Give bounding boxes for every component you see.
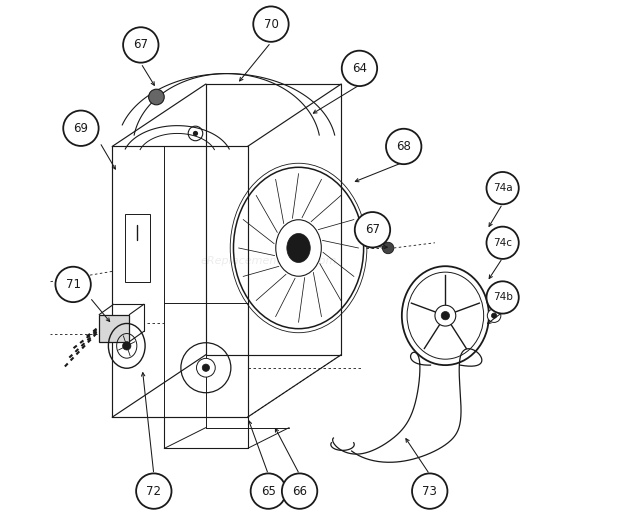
Text: 70: 70 [264,18,278,31]
Circle shape [487,309,501,323]
Circle shape [202,364,210,371]
FancyBboxPatch shape [99,315,130,342]
Circle shape [487,172,519,204]
Circle shape [193,131,198,136]
Circle shape [435,305,456,326]
Circle shape [383,242,394,254]
Text: 67: 67 [133,39,148,52]
Circle shape [441,312,450,320]
Text: 69: 69 [73,122,89,135]
Text: 65: 65 [261,484,276,497]
Circle shape [487,227,519,259]
Circle shape [342,51,377,86]
Text: 74b: 74b [493,292,513,302]
Circle shape [253,6,289,42]
Circle shape [55,267,91,302]
Text: 74a: 74a [493,183,513,193]
Text: 67: 67 [365,223,380,236]
Ellipse shape [276,220,321,276]
Circle shape [250,473,286,509]
Circle shape [487,281,519,314]
Circle shape [197,359,215,377]
Circle shape [282,473,317,509]
Ellipse shape [287,233,310,263]
Circle shape [63,111,99,146]
Text: 66: 66 [292,484,307,497]
Circle shape [355,212,390,247]
Text: 74c: 74c [493,238,512,248]
Text: 72: 72 [146,484,161,497]
Circle shape [123,342,131,350]
Circle shape [412,473,448,509]
Text: eReplacementParts.com: eReplacementParts.com [200,256,337,266]
Text: 71: 71 [66,278,81,291]
Text: 68: 68 [396,140,411,153]
Text: 64: 64 [352,62,367,75]
Circle shape [123,27,159,63]
Ellipse shape [149,89,164,105]
Circle shape [492,313,497,318]
Text: 73: 73 [422,484,437,497]
Circle shape [386,129,422,164]
Circle shape [136,473,172,509]
